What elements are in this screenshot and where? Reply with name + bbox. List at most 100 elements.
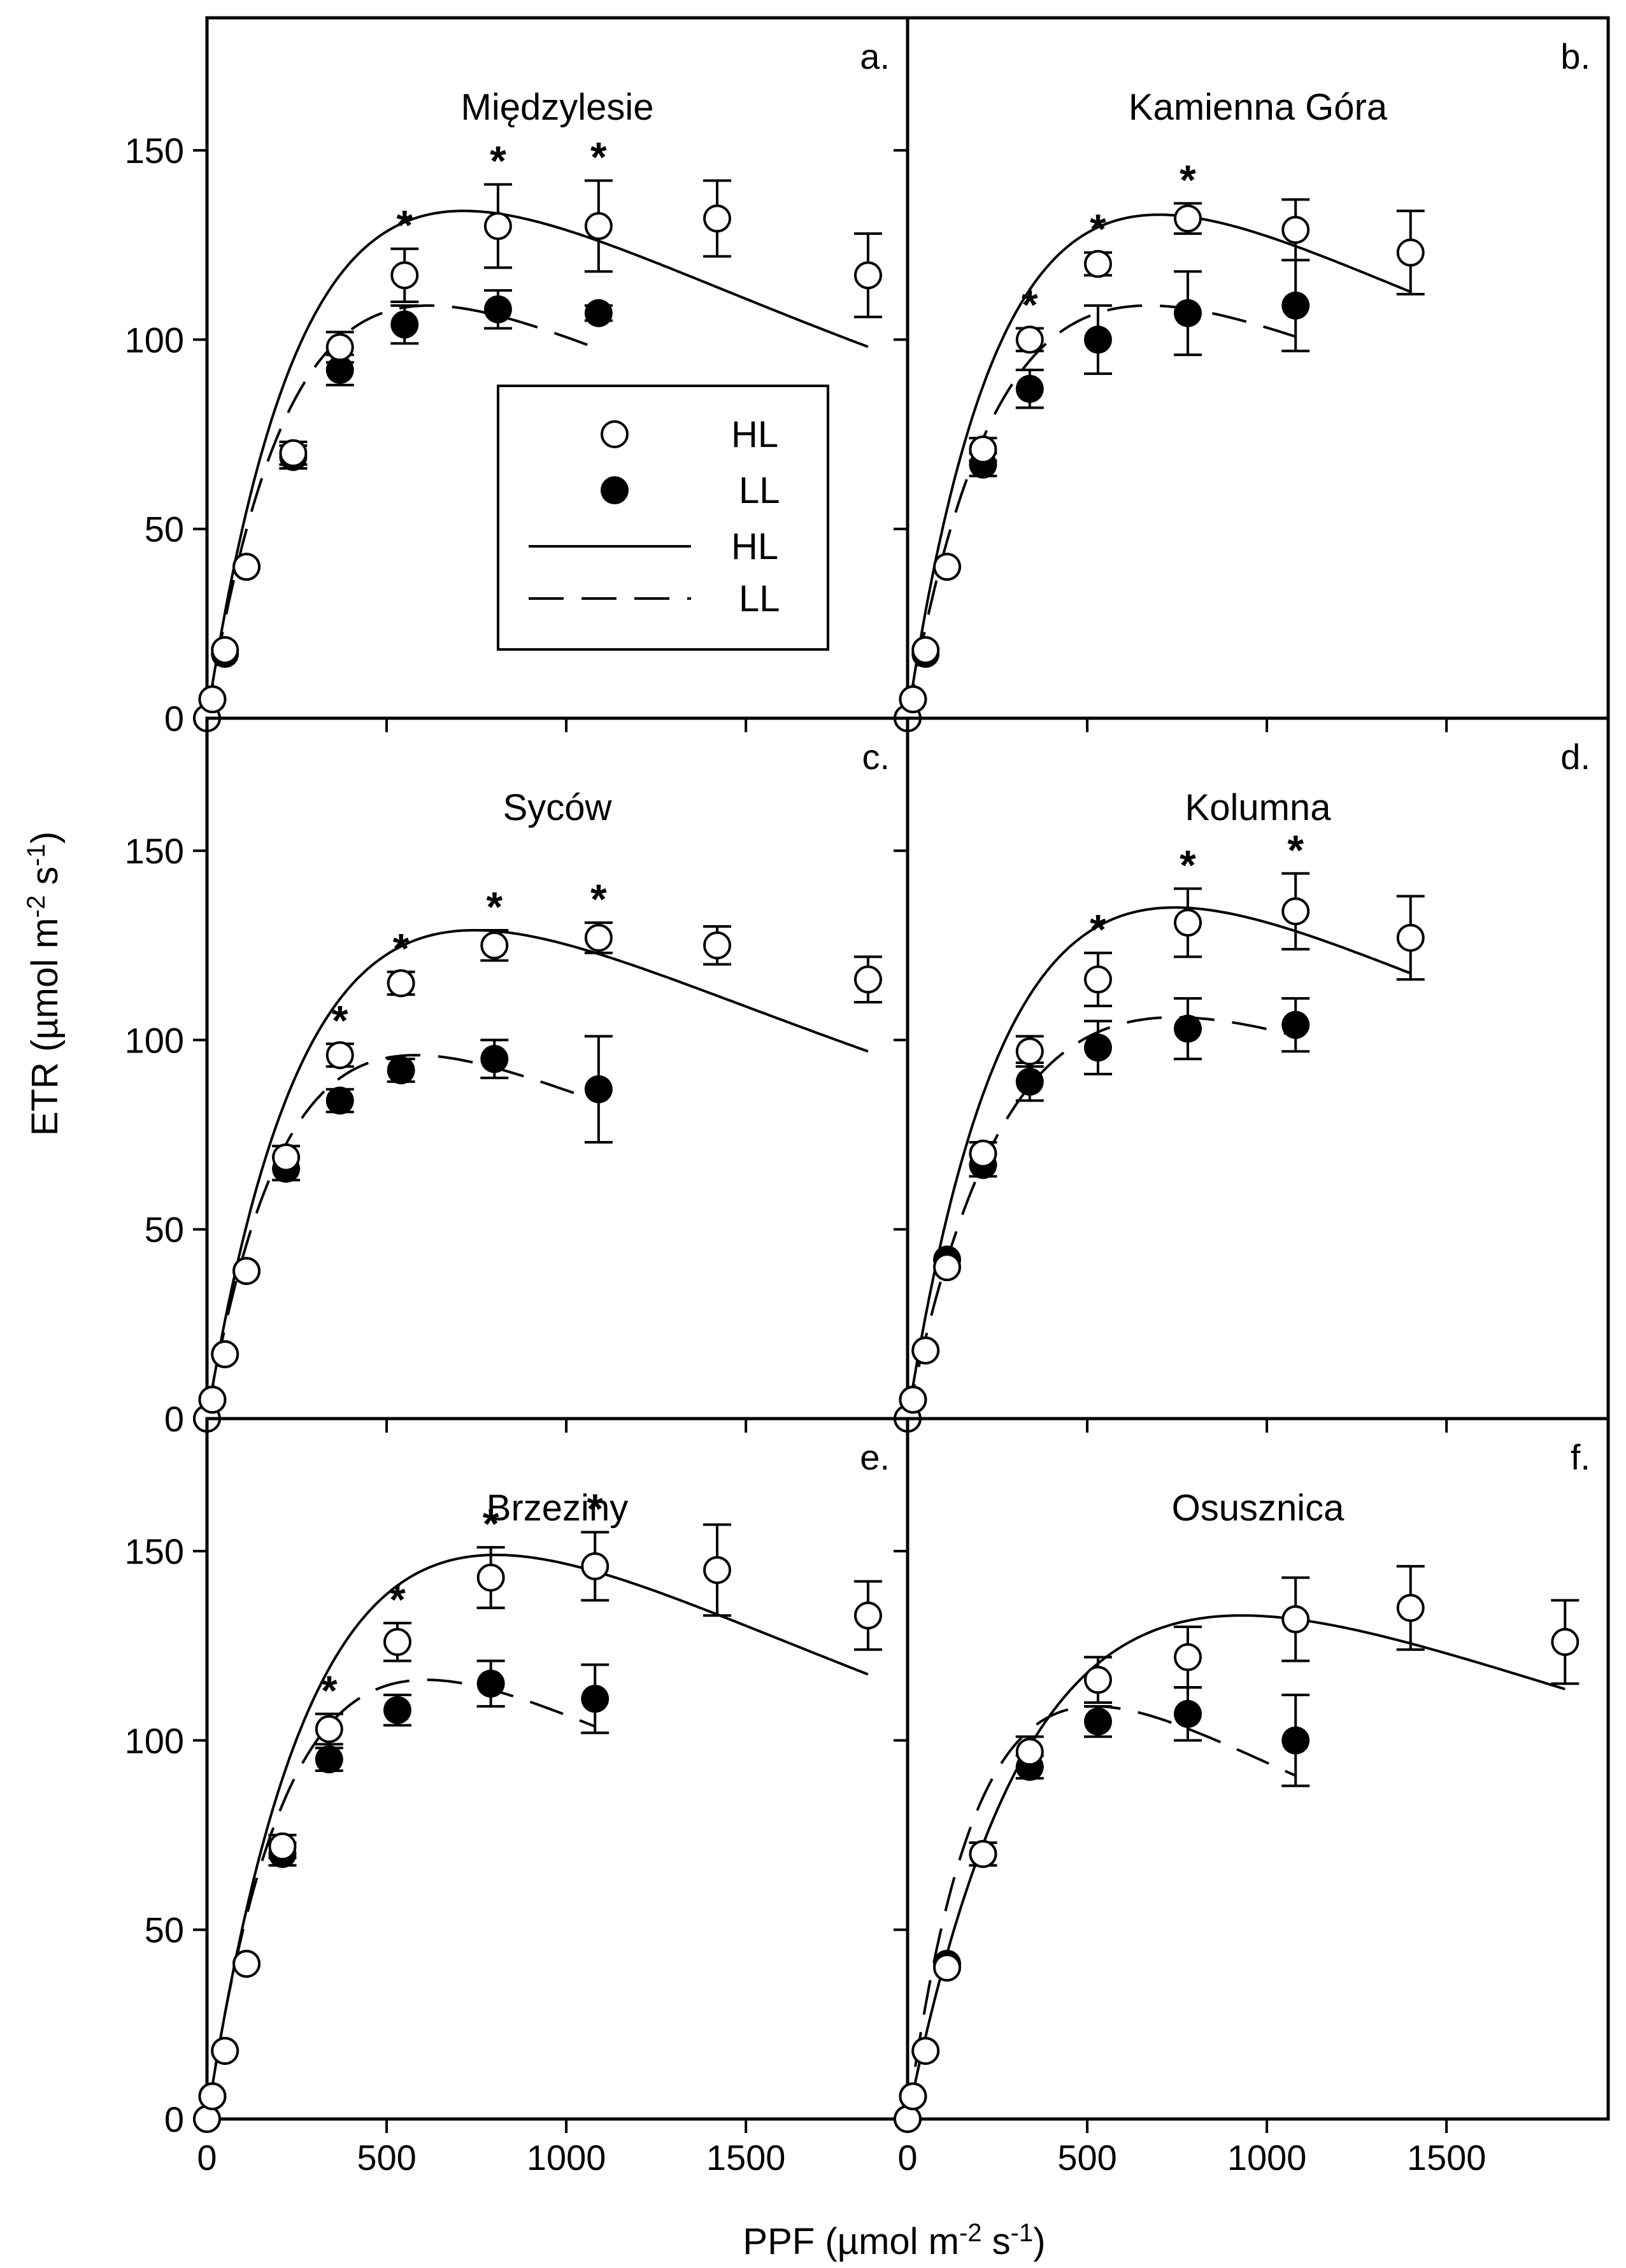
ll-point [390, 310, 419, 339]
panel-letter: a. [860, 36, 890, 76]
ll-point [480, 1045, 509, 1074]
panel-4: Kolumna d. * * * [894, 716, 1610, 1433]
hl-point [911, 2036, 940, 2065]
hl-point [703, 204, 732, 233]
ll-point [483, 295, 512, 323]
hl-point [232, 1950, 261, 1978]
ll-point [584, 299, 613, 327]
ll-fit-line [908, 1705, 1297, 2119]
hl-point [476, 1563, 505, 1592]
significance-star: * [389, 1576, 406, 1623]
significance-star: * [1090, 906, 1106, 953]
x-tick-label: 0 [197, 2137, 217, 2178]
x-axis-title: PPF (µmol m-2 s-1) [743, 2219, 1045, 2262]
hl-point [1015, 325, 1044, 354]
significance-star: * [332, 996, 348, 1044]
hl-point [268, 1832, 297, 1860]
x-axis-sup-1: -2 [959, 2219, 982, 2247]
hl-point [387, 969, 415, 998]
hl-point [1174, 909, 1202, 937]
y-axis-sup-1: -2 [22, 895, 50, 918]
x-axis-sup-2: -1 [1011, 2219, 1034, 2247]
hl-fit-line [908, 906, 1411, 1419]
x-tick-label: 1000 [527, 2137, 606, 2178]
hl-point [315, 1715, 343, 1743]
y-tick-label: 150 [125, 831, 184, 871]
ll-point [1174, 1699, 1202, 1728]
hl-point [1281, 897, 1310, 926]
x-tick-label: 0 [897, 2137, 917, 2178]
hl-point [969, 1839, 997, 1868]
ll-point [1083, 1033, 1112, 1062]
hl-point [853, 965, 882, 994]
ll-point [383, 1696, 411, 1724]
hl-point [899, 685, 927, 714]
ll-point [1083, 1707, 1112, 1736]
x-axis-title-end: ) [1033, 2221, 1045, 2262]
ll-point [1015, 1067, 1044, 1096]
panel-title: Kolumna [1185, 787, 1332, 828]
hl-point [703, 1556, 732, 1584]
hl-point [911, 1336, 940, 1364]
hl-point [480, 931, 509, 960]
hl-point [899, 1386, 927, 1414]
ll-point [1281, 1726, 1310, 1755]
panel-title: Brzeziny [487, 1487, 628, 1529]
panel-title: Syców [503, 787, 613, 828]
hl-point [581, 1552, 610, 1580]
hl-point [383, 1627, 411, 1656]
panel-title: Osusznica [1172, 1487, 1345, 1529]
ll-point [1281, 291, 1310, 320]
y-tick-label: 50 [145, 509, 184, 549]
x-tick-label: 1000 [1227, 2137, 1307, 2178]
hl-point [211, 2036, 239, 2065]
ll-fit-line [207, 1678, 595, 2119]
legend-label-hl-marker: HL [731, 414, 778, 455]
x-tick-label: 1500 [706, 2137, 786, 2178]
significance-star: * [587, 1485, 603, 1532]
hl-point [584, 212, 613, 241]
panel-6: 0 500 1000 1500 Osusznica f. [894, 1417, 1610, 2178]
legend-box [497, 385, 829, 651]
significance-star: * [1287, 826, 1304, 874]
hl-point [1396, 923, 1425, 952]
significance-star: * [396, 202, 413, 249]
hl-point [1174, 204, 1202, 233]
hl-point [703, 931, 732, 960]
panel-letter: d. [1560, 737, 1590, 777]
hl-point [1083, 965, 1112, 994]
hl-point [1551, 1627, 1580, 1656]
hl-point [933, 553, 962, 581]
panel-title: Kamienna Góra [1129, 87, 1388, 128]
significance-star: * [490, 138, 506, 185]
hl-point [1396, 238, 1425, 267]
hl-point [483, 212, 512, 241]
ll-point [1174, 299, 1202, 327]
hl-point [1281, 215, 1310, 244]
hl-point [1083, 250, 1112, 278]
panel-2: Kamienna Góra b. * * * [894, 16, 1610, 732]
hl-point [272, 1143, 301, 1172]
panel-letter: c. [862, 737, 890, 777]
hl-point [1015, 1037, 1044, 1066]
hl-fit-line [207, 209, 869, 718]
hl-point [390, 261, 419, 290]
hl-point [933, 1953, 962, 1982]
significance-star: * [483, 1500, 499, 1547]
hl-point [198, 2082, 227, 2111]
hl-point [969, 435, 997, 464]
hl-point [325, 333, 354, 362]
hl-point [933, 1253, 962, 1282]
hl-point [1083, 1666, 1112, 1694]
panel-letter: b. [1560, 36, 1590, 76]
hl-point [853, 1601, 882, 1630]
hl-point [899, 2082, 927, 2111]
y-tick-label: 150 [125, 1531, 184, 1571]
significance-star: * [393, 925, 410, 972]
ll-point [584, 1075, 613, 1103]
significance-star: * [1090, 206, 1106, 253]
ll-point [1281, 1010, 1310, 1039]
hl-point [193, 2105, 221, 2133]
